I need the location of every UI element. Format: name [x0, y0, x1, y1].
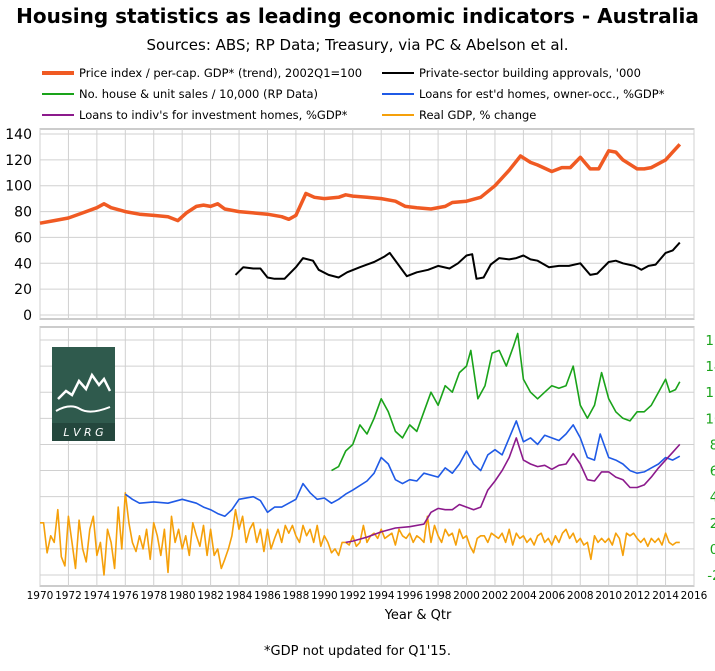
bottom-y-axis: -2 0 2 4 6 8 10 12 14 16 [705, 333, 715, 584]
bottom-series [40, 332, 681, 576]
top-y-axis: 0 20 40 60 80 100 120 140 [5, 127, 32, 324]
x-tick-label: 1990 [311, 590, 338, 602]
logo-text: L V R G [63, 426, 103, 439]
chart-title: Housing statistics as leading economic i… [16, 4, 699, 28]
top-y-tick-label: 40 [14, 256, 32, 272]
legend: Price index / per-cap. GDP* (trend), 200… [42, 66, 665, 122]
top-y-tick-label: 100 [5, 179, 32, 195]
legend-item-loans-invest: Loans to indiv's for investment homes, %… [42, 108, 348, 122]
bottom-y-tick-label: 14 [705, 359, 715, 375]
x-axis: 1970 1972 1974 1976 1978 1980 1982 1984 1986 1988… [27, 590, 708, 602]
top-panel-frame [39, 128, 695, 320]
top-y-tick-label: 140 [5, 127, 32, 143]
bottom-y-tick-label: 12 [705, 385, 715, 401]
logo-mountain-icon [57, 372, 112, 400]
top-y-tick-label: 60 [14, 230, 32, 246]
x-tick-label: 1986 [254, 590, 281, 602]
x-tick-label: 1982 [197, 590, 224, 602]
legend-item-price: Price index / per-cap. GDP* (trend), 200… [42, 66, 362, 80]
series-line-price [39, 143, 682, 225]
x-tick-label: 2008 [567, 590, 594, 602]
series-line-sales [331, 332, 681, 472]
x-tick-label: 2014 [652, 590, 679, 602]
logo-bar [52, 423, 115, 441]
legend-label: Price index / per-cap. GDP* (trend), 200… [79, 66, 362, 80]
logo-wave-icon [55, 405, 111, 413]
top-y-tick-label: 80 [14, 205, 32, 221]
x-tick-label: 1994 [368, 590, 395, 602]
series-line-loans-owner [124, 420, 681, 518]
top-gridlines [39, 128, 695, 320]
bottom-y-tick-label: 10 [705, 411, 715, 427]
lvrg-logo: L V R G [52, 347, 115, 441]
chart-subtitle: Sources: ABS; RP Data; Treasury, via PC … [146, 36, 569, 54]
bottom-y-tick-label: 0 [710, 542, 715, 558]
x-tick-label: 1972 [55, 590, 82, 602]
x-tick-label: 1976 [112, 590, 139, 602]
bottom-y-tick-label: 4 [710, 490, 715, 506]
x-tick-label: 1974 [84, 590, 111, 602]
x-tick-label: 1998 [425, 590, 452, 602]
top-series [39, 143, 682, 280]
footnote: *GDP not updated for Q1'15. [264, 644, 451, 659]
x-tick-label: 1984 [226, 590, 253, 602]
x-tick-label: 1992 [339, 590, 366, 602]
bottom-y-tick-label: 6 [710, 464, 715, 480]
legend-label: No. house & unit sales / 10,000 (RP Data… [79, 87, 318, 101]
x-axis-label: Year & Qtr [384, 608, 452, 623]
x-tick-label: 2010 [595, 590, 622, 602]
bottom-y-tick-label: 8 [710, 437, 715, 453]
x-tick-label: 2006 [538, 590, 565, 602]
x-tick-label: 1996 [396, 590, 423, 602]
legend-item-approvals: Private-sector building approvals, '000 [382, 66, 641, 80]
x-tick-label: 1988 [283, 590, 310, 602]
x-tick-label: 1970 [27, 590, 54, 602]
top-y-tick-label: 0 [23, 308, 32, 324]
x-tick-label: 1980 [169, 590, 196, 602]
bottom-y-tick-label: 2 [710, 516, 715, 532]
legend-item-sales: No. house & unit sales / 10,000 (RP Data… [42, 87, 318, 101]
x-tick-label: 2000 [453, 590, 480, 602]
top-panel: 0 20 40 60 80 100 120 140 [5, 127, 695, 324]
series-line-gdp [40, 492, 680, 576]
legend-label: Private-sector building approvals, '000 [419, 66, 641, 80]
x-tick-label: 2002 [482, 590, 509, 602]
x-tick-label: 2012 [624, 590, 651, 602]
bottom-y-tick-label: -2 [707, 568, 715, 584]
series-line-approvals [234, 241, 681, 280]
bottom-y-tick-label: 16 [705, 333, 715, 349]
bottom-panel: -2 0 2 4 6 8 10 12 14 16 [39, 326, 715, 587]
legend-label: Loans to indiv's for investment homes, %… [79, 108, 348, 122]
legend-item-gdp: Real GDP, % change [382, 108, 536, 122]
legend-label: Real GDP, % change [419, 108, 536, 122]
x-tick-label: 2016 [681, 590, 708, 602]
bottom-gridlines [39, 326, 695, 587]
top-y-tick-label: 20 [14, 282, 32, 298]
x-tick-label: 2004 [510, 590, 537, 602]
x-tick-label: 1978 [140, 590, 167, 602]
top-y-tick-label: 120 [5, 153, 32, 169]
legend-label: Loans for est'd homes, owner-occ., %GDP* [419, 87, 665, 101]
series-line-loans-invest [345, 437, 681, 544]
legend-item-loans-owner: Loans for est'd homes, owner-occ., %GDP* [382, 87, 665, 101]
